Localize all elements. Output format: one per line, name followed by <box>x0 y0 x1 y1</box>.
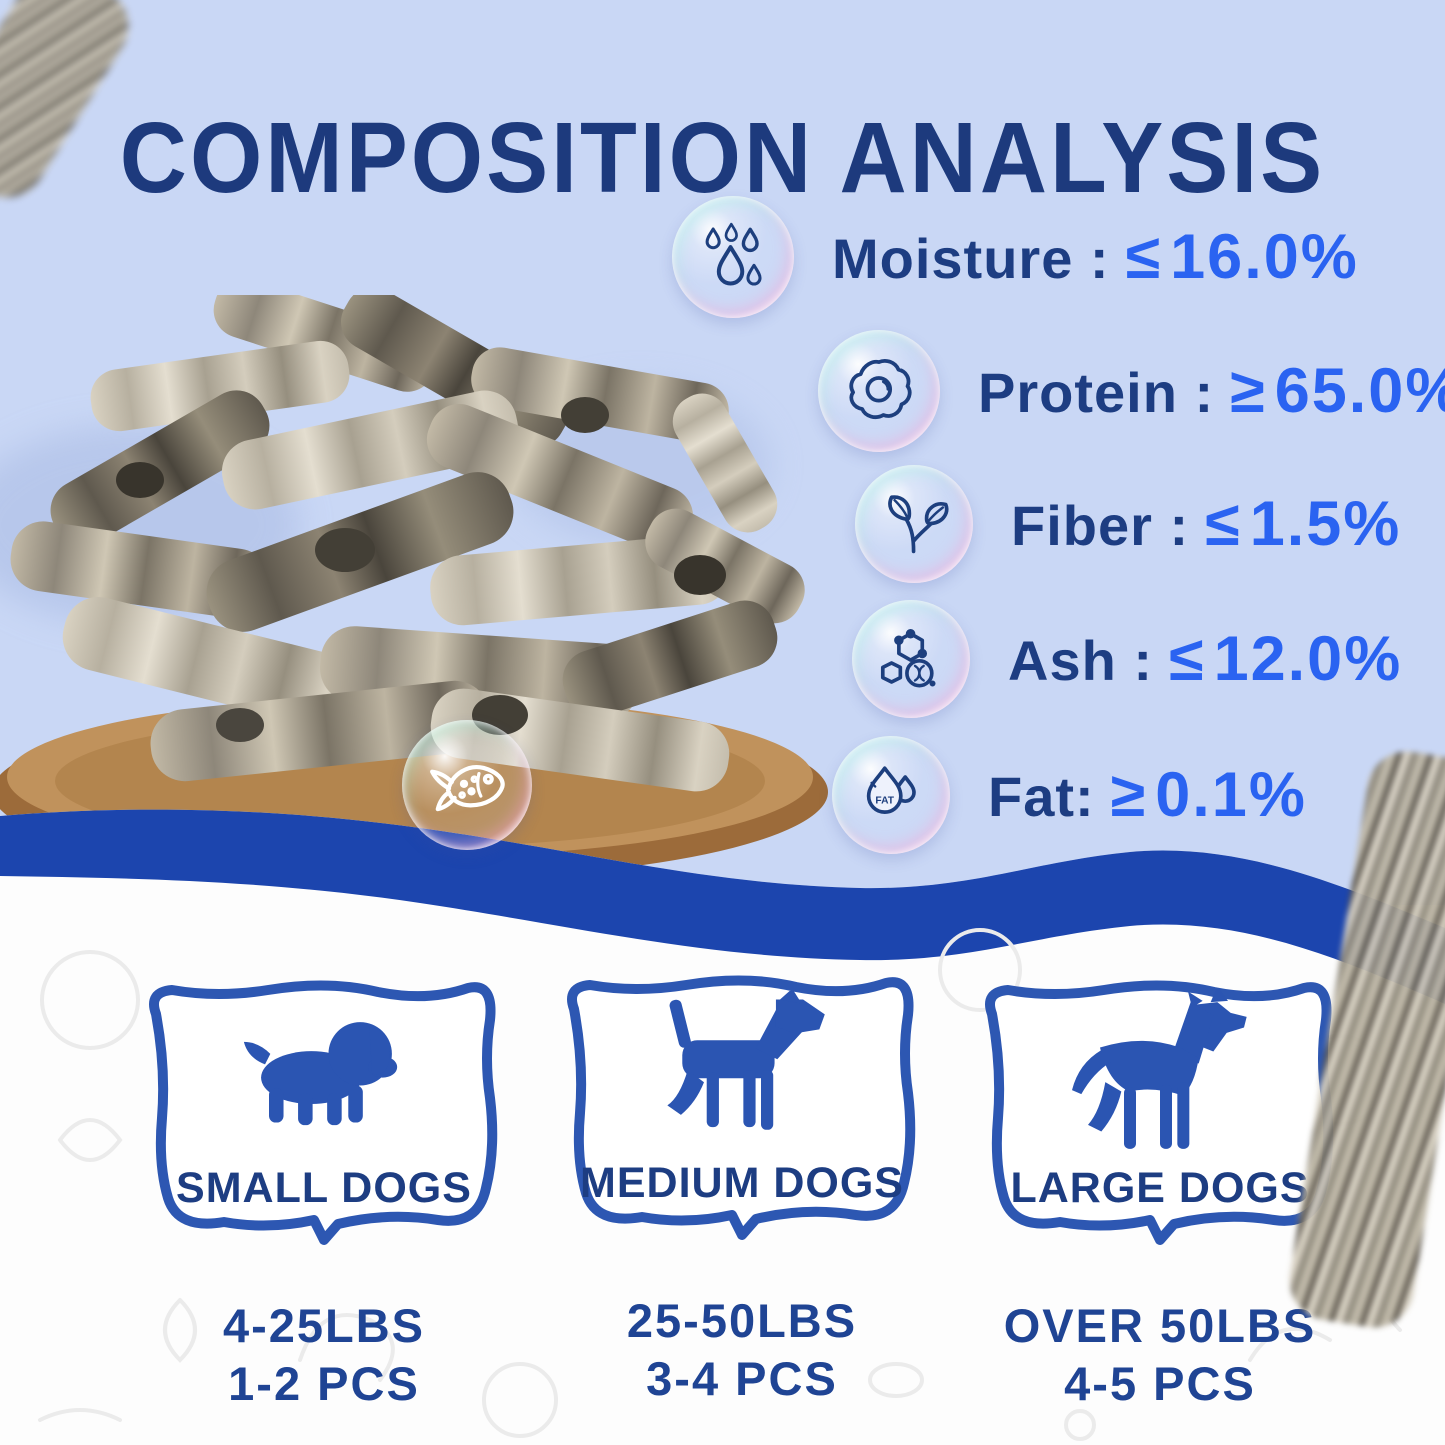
water-drops-icon <box>705 223 762 286</box>
card-frame <box>567 975 916 1240</box>
large-dog-icon <box>1072 988 1247 1149</box>
medium-dog-icon <box>667 991 825 1130</box>
row-fiber: Fiber : ≤1.5% <box>855 465 1401 583</box>
fat-drop-icon: FAT <box>867 766 917 815</box>
fat-label: Fat: <box>988 765 1095 828</box>
ash-label: Ash : <box>1008 629 1153 692</box>
card-weight: OVER 50LBS <box>1003 1299 1317 1352</box>
card-label: LARGE DOGS <box>1010 1164 1310 1212</box>
card-frame <box>149 980 498 1245</box>
fiber-bubble <box>855 465 973 583</box>
row-ash: Ash : ≤12.0% <box>852 600 1402 718</box>
ash-bubble <box>852 600 970 718</box>
moisture-bubble <box>672 196 794 318</box>
card-pieces: 1-2 PCS <box>228 1357 420 1410</box>
fat-value: ≥0.1% <box>1110 760 1307 830</box>
card-pieces: 3-4 PCS <box>646 1352 838 1405</box>
protein-value: ≥65.0% <box>1230 356 1445 426</box>
card-weight: 25-50LBS <box>626 1294 858 1347</box>
fiber-label: Fiber : <box>1011 494 1190 557</box>
small-dog-icon <box>243 1022 397 1126</box>
card-label: MEDIUM DOGS <box>580 1159 904 1207</box>
molecule-icon <box>881 629 936 688</box>
card-label: SMALL DOGS <box>176 1164 472 1212</box>
fiber-value: ≤1.5% <box>1205 489 1402 559</box>
moisture-label: Moisture : <box>832 227 1110 290</box>
protein-label: Protein : <box>978 361 1215 424</box>
card-large-dogs: LARGE DOGS OVER 50LBS 4-5 PCS <box>960 968 1360 1418</box>
protein-bubble <box>818 330 940 452</box>
svg-text:FAT: FAT <box>876 796 895 807</box>
leaves-icon <box>888 495 949 554</box>
fat-bubble: FAT <box>832 736 950 854</box>
page-title: COMPOSITION ANALYSIS <box>119 101 1326 214</box>
row-fat: FAT Fat: ≥0.1% <box>832 736 1307 854</box>
ash-value: ≤12.0% <box>1169 624 1403 694</box>
fish-icon <box>430 765 505 812</box>
fish-skin-pile <box>10 295 805 792</box>
fried-egg-icon <box>849 359 912 420</box>
card-small-dogs: SMALL DOGS 4-25LBS 1-2 PCS <box>124 968 524 1418</box>
row-moisture: Moisture : ≤16.0% <box>672 196 1359 318</box>
row-protein: Protein : ≥65.0% <box>818 330 1445 452</box>
moisture-value: ≤16.0% <box>1125 222 1359 292</box>
card-pieces: 4-5 PCS <box>1064 1357 1256 1410</box>
card-weight: 4-25LBS <box>222 1299 426 1352</box>
fish-bubble <box>402 720 532 850</box>
card-medium-dogs: MEDIUM DOGS 25-50LBS 3-4 PCS <box>542 963 942 1413</box>
